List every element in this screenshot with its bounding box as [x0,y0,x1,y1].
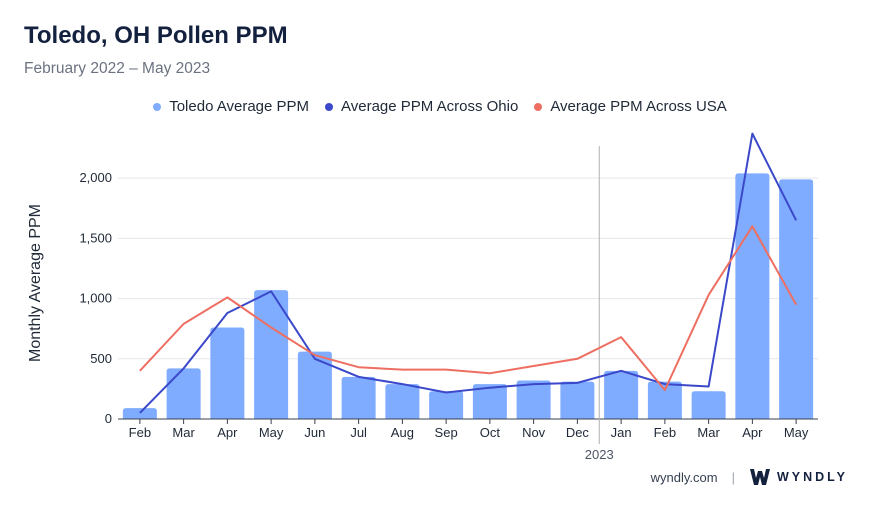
y-tick-label: 1,000 [79,291,112,306]
ohio-average-line [139,132,798,414]
bar-sep-7 [429,391,464,419]
chart-title: Toledo, OH Pollen PPM [24,22,288,49]
bar-jun-4 [297,351,332,419]
x-tick-label: Apr [217,425,238,440]
chart-subtitle: February 2022 – May 2023 [24,60,211,77]
bar-jan-11 [604,370,639,419]
legend-marker-usa [534,102,543,111]
bar-nov-9 [516,380,551,419]
bar-jul-5 [341,376,376,419]
x-tick-label: Nov [522,425,546,440]
bar-apr-2 [210,327,245,419]
footer-site-link[interactable]: wyndly.com [650,469,718,485]
legend-item-ohio[interactable]: Average PPM Across Ohio [325,98,518,115]
legend-item-usa[interactable]: Average PPM Across USA [534,98,727,115]
bar-may-15 [779,179,814,419]
legend-label-usa: Average PPM Across USA [550,98,727,115]
x-tick-label: Feb [654,425,676,440]
footer: wyndly.com | WYNDLY [651,468,848,486]
x-tick-label: Jul [350,425,367,440]
legend-label-toledo: Toledo Average PPM [169,98,310,115]
legend-label-ohio: Average PPM Across Ohio [341,98,519,115]
brand-name: WYNDLY [776,470,848,484]
bar-mar-13 [691,391,726,419]
bar-dec-10 [560,381,595,419]
x-tick-label: Sep [435,425,458,440]
legend-item-toledo[interactable]: Toledo Average PPM [153,98,309,115]
x-tick-label: May [784,425,809,440]
x-tick-label: May [259,425,284,440]
x-tick-label: Feb [129,425,151,440]
legend: Toledo Average PPM Average PPM Across Oh… [0,98,880,115]
legend-marker-ohio [325,102,334,111]
x-tick-label: Jan [611,425,632,440]
y-tick-label: 2,000 [79,170,112,185]
legend-marker-toledo [153,102,162,111]
footer-separator: | [731,469,735,485]
y-tick-label: 0 [105,411,112,426]
bar-feb-0 [122,408,157,419]
bar-mar-1 [166,368,201,419]
x-tick-label: Mar [697,425,720,440]
y-tick-label: 500 [90,351,112,366]
bar-apr-14 [735,173,770,419]
x-tick-label: Oct [480,425,501,440]
x-tick-label: Apr [742,425,763,440]
x-tick-label: Aug [391,425,414,440]
bar-feb-12 [647,381,682,419]
usa-average-line [139,225,797,392]
x-tick-label: Mar [172,425,195,440]
bar-oct-8 [472,384,507,419]
x-tick-label: Jun [304,425,325,440]
wyndly-logo-icon [749,469,770,485]
bar-aug-6 [385,384,420,419]
brand-logo: WYNDLY [749,468,848,486]
year-label: 2023 [585,447,614,462]
x-tick-label: Dec [566,425,590,440]
y-tick-label: 1,500 [79,230,112,245]
